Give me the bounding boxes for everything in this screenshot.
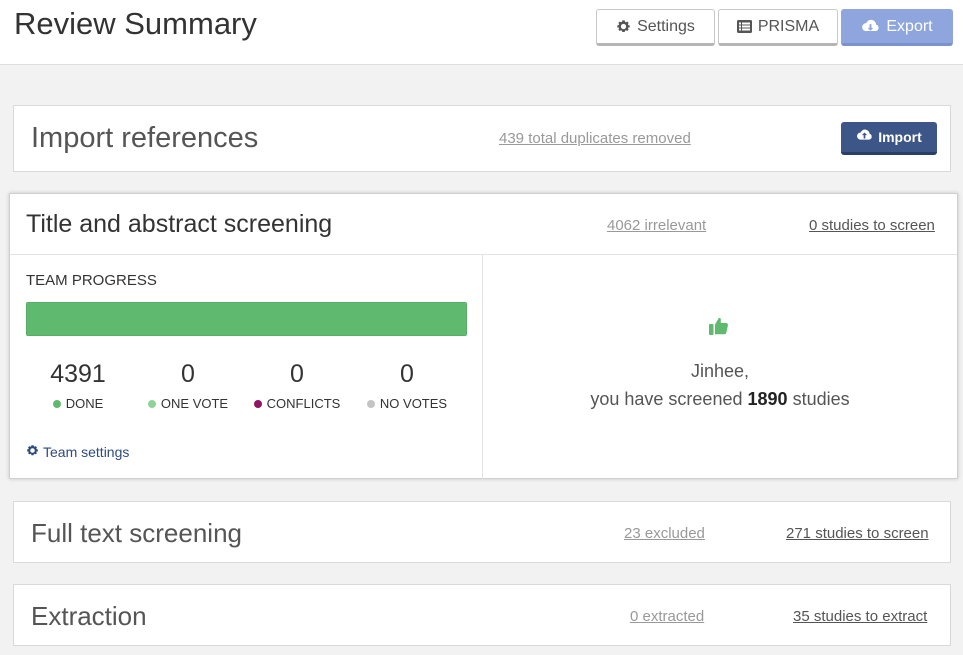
stat-conflicts: 0 CONFLICTS: [242, 360, 352, 411]
status-dot: [147, 399, 156, 408]
thumbs-up-icon: [708, 315, 730, 342]
title-abstract-card: Title and abstract screening 4062 irrele…: [9, 193, 958, 479]
prisma-button[interactable]: PRISMA: [718, 9, 838, 46]
import-label: Import: [878, 129, 922, 145]
stat-label: CONFLICTS: [242, 396, 352, 411]
full-text-card: Full text screening 23 excluded 271 stud…: [13, 501, 951, 563]
import-references-title: Import references: [31, 122, 259, 154]
studies-to-screen-link[interactable]: 0 studies to screen: [809, 217, 935, 234]
stat-label-text: DONE: [65, 396, 104, 411]
screened-count-text: you have screened 1890 studies: [483, 389, 957, 410]
extraction-title: Extraction: [31, 601, 147, 631]
full-text-title: Full text screening: [31, 518, 242, 548]
status-dot: [52, 399, 61, 408]
stat-label-text: NO VOTES: [379, 396, 448, 411]
divider: [482, 255, 483, 479]
gear-icon: [26, 444, 39, 460]
settings-button[interactable]: Settings: [596, 9, 715, 46]
settings-label: Settings: [637, 17, 695, 35]
greeting-name: Jinhee,: [690, 361, 750, 381]
divider: [10, 254, 957, 255]
screened-prefix: you have screened: [590, 389, 743, 409]
stat-value: 4391: [50, 360, 106, 388]
import-button[interactable]: Import: [841, 122, 937, 155]
stat-no-votes: 0 NO VOTES: [352, 360, 462, 411]
team-settings-label: Team settings: [43, 444, 130, 460]
studies-to-extract-link[interactable]: 35 studies to extract: [793, 608, 928, 625]
import-references-card: Import references 439 total duplicates r…: [13, 105, 951, 172]
extraction-card: Extraction 0 extracted 35 studies to ext…: [13, 584, 951, 646]
top-header: Review Summary Settings PRISMA Export: [0, 0, 963, 65]
stat-value: 0: [290, 360, 304, 388]
stat-label-text: CONFLICTS: [266, 396, 341, 411]
title-abstract-title: Title and abstract screening: [26, 210, 333, 238]
team-settings-link[interactable]: Team settings: [26, 444, 129, 460]
gear-icon: [616, 19, 631, 34]
stat-label: DONE: [23, 396, 133, 411]
page-title: Review Summary: [14, 6, 257, 41]
stat-one-vote: 0 ONE VOTE: [133, 360, 243, 411]
cloud-download-icon: [861, 19, 880, 34]
cloud-upload-icon: [856, 129, 873, 145]
excluded-link[interactable]: 23 excluded: [624, 525, 705, 542]
status-dot: [253, 399, 262, 408]
team-progress-bar: [26, 302, 467, 336]
prisma-label: PRISMA: [757, 17, 820, 35]
irrelevant-link[interactable]: 4062 irrelevant: [607, 217, 707, 234]
duplicates-removed-link[interactable]: 439 total duplicates removed: [499, 130, 691, 147]
stat-value: 0: [181, 360, 195, 388]
screened-count: 1890: [747, 389, 788, 409]
stat-label: ONE VOTE: [133, 396, 243, 411]
stat-value: 0: [400, 360, 414, 388]
stat-label: NO VOTES: [352, 396, 462, 411]
stat-done: 4391 DONE: [23, 360, 133, 411]
progress-fill: [27, 303, 466, 335]
export-label: Export: [886, 17, 933, 35]
full-text-to-screen-link[interactable]: 271 studies to screen: [786, 525, 929, 542]
stat-label-text: ONE VOTE: [160, 396, 229, 411]
screened-suffix: studies: [792, 389, 850, 409]
team-progress-label: TEAM PROGRESS: [26, 272, 157, 289]
extracted-link[interactable]: 0 extracted: [630, 608, 705, 625]
export-button[interactable]: Export: [841, 9, 953, 46]
status-dot: [366, 399, 375, 408]
list-icon: [736, 20, 752, 33]
